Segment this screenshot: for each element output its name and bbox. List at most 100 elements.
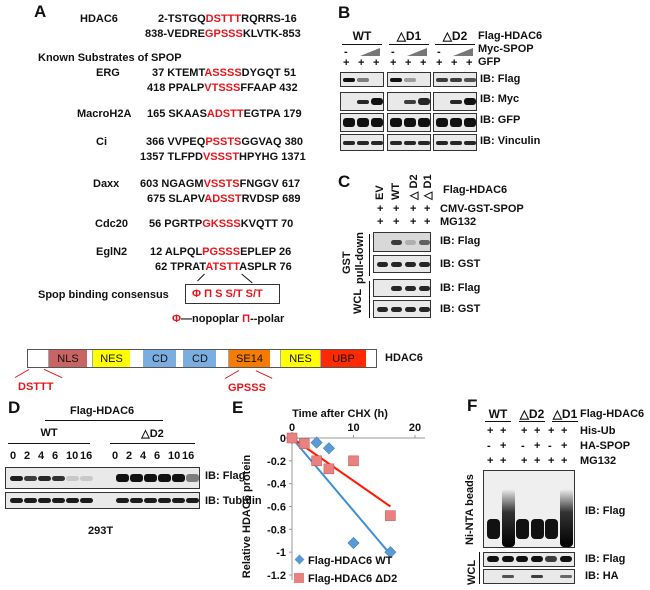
blot-strip <box>483 470 575 548</box>
consensus-label: Spop binding consensus <box>38 289 169 301</box>
group-label: △D2 <box>519 407 545 421</box>
lane-label: EV <box>374 185 386 200</box>
legend-label: Flag-HDAC6 WT <box>308 555 393 567</box>
sequence-part: 37 KTEMT <box>152 67 205 79</box>
bracket-line <box>479 552 480 584</box>
protein-band <box>404 140 416 145</box>
group-label: △D1 <box>396 29 422 43</box>
gradient-triangle-icon <box>453 48 473 56</box>
protein-band <box>530 575 543 578</box>
sequence-part: 366 VVPEQ <box>146 136 206 148</box>
protein-band <box>24 475 37 481</box>
protein-band <box>545 519 558 539</box>
plus-sign: + <box>451 57 458 69</box>
plus-sign: + <box>548 455 555 467</box>
plus-sign: + <box>500 440 507 452</box>
protein-band <box>545 556 557 562</box>
motif: PGSSS <box>202 246 241 258</box>
sequence-part: ASPLR 76 <box>239 261 292 273</box>
blot-strip <box>387 113 431 132</box>
protein-band <box>116 474 129 482</box>
blot-label: IB: Flag <box>440 282 481 294</box>
motif: ASSSS <box>204 67 242 79</box>
sequence-part: 838-VEDRE <box>145 28 205 40</box>
plus-sign: + <box>561 425 568 437</box>
legend-marker-wt <box>294 554 305 565</box>
bracket-line <box>369 234 370 276</box>
panel-f-label: F <box>467 396 478 415</box>
motif-dsttt: DSTTT <box>18 381 54 393</box>
motif: VTSSS <box>204 82 241 94</box>
row-label: MG132 <box>580 455 617 467</box>
minus-sign: - <box>437 46 441 58</box>
protein-band <box>559 556 572 562</box>
protein-band <box>357 77 369 82</box>
protein-band <box>186 498 199 503</box>
data-point-wt <box>384 546 397 559</box>
y-tick-label: -1 <box>276 547 286 559</box>
sequence-part: RVDSP 689 <box>241 193 301 205</box>
protein-band <box>405 262 416 267</box>
protein-band <box>418 140 430 145</box>
protein-band <box>516 519 529 539</box>
protein-band <box>130 474 143 482</box>
motif: PSSTS <box>205 136 242 148</box>
hdac6-domain-bar: NLS NES CD CD SE14 NES UBP <box>27 349 377 368</box>
plus-sign: + <box>405 57 412 69</box>
plus-sign: + <box>410 216 417 228</box>
ubiquitin-smear <box>559 489 573 547</box>
row-label: His-Ub <box>580 425 616 437</box>
consensus-box: Φ Π S S/T S/T <box>185 284 280 304</box>
plus-sign: + <box>534 440 541 452</box>
blot-strip <box>433 72 477 87</box>
row-label: Flag-HDAC6 <box>443 184 508 196</box>
protein-band <box>516 556 528 562</box>
x-tick-label: 10 <box>347 422 359 434</box>
group-underline <box>435 44 475 45</box>
group-underline <box>389 44 429 45</box>
sequence-part: RQRRS-16 <box>241 13 297 25</box>
protein-band <box>436 140 448 145</box>
protein-band <box>52 498 65 503</box>
motif: GPSSS <box>204 28 243 40</box>
plus-sign: + <box>466 57 473 69</box>
protein-band <box>172 498 185 503</box>
blot-label: IB: Vinculin <box>480 135 541 147</box>
sequence: 62 TPRATATSTTASPLR 76 <box>155 261 292 273</box>
y-tick-label: -0.8 <box>267 524 286 536</box>
protein-band <box>377 262 388 267</box>
sequence: 12 ALPQLPGSSSEPLEP 26 <box>150 246 291 258</box>
blot-strip <box>340 134 384 151</box>
protein-band <box>390 118 402 127</box>
domain-ubp: UBP <box>320 350 366 367</box>
motif: VSSST <box>202 151 240 163</box>
group-underline <box>8 443 90 444</box>
blot-label: IB: Tubulin <box>205 495 262 507</box>
blot-strip <box>483 552 575 567</box>
domain-nes: NES <box>280 350 320 367</box>
blot-strip <box>373 279 431 297</box>
domain-protein-name: HDAC6 <box>385 352 423 364</box>
blot-strip <box>340 72 384 87</box>
blot-strip <box>387 92 431 111</box>
substrate-name: Ci <box>96 136 107 148</box>
group-label: △D2 <box>442 29 468 43</box>
legend-marker-d2 <box>294 573 304 583</box>
x-tick-label: 0 <box>289 422 295 434</box>
group-underline <box>552 421 578 422</box>
timepoint-label: 16 <box>182 450 195 462</box>
group-label: △D2 <box>141 428 164 440</box>
minus-sign: - <box>548 440 552 452</box>
sequence-part: 62 TPRAT <box>155 261 206 273</box>
protein-band <box>186 474 199 482</box>
sequence-part: HPYHG 1371 <box>239 151 306 163</box>
minus-sign: - <box>487 440 491 452</box>
protein-band <box>487 519 500 539</box>
row-label: MG132 <box>440 216 477 228</box>
sequence-part: GGVAQ 380 <box>241 136 303 148</box>
blot-strip <box>5 492 200 509</box>
data-point-d2 <box>299 438 310 449</box>
blot-strip <box>387 134 431 151</box>
data-point-wt <box>347 537 360 550</box>
protein-band <box>390 77 402 82</box>
